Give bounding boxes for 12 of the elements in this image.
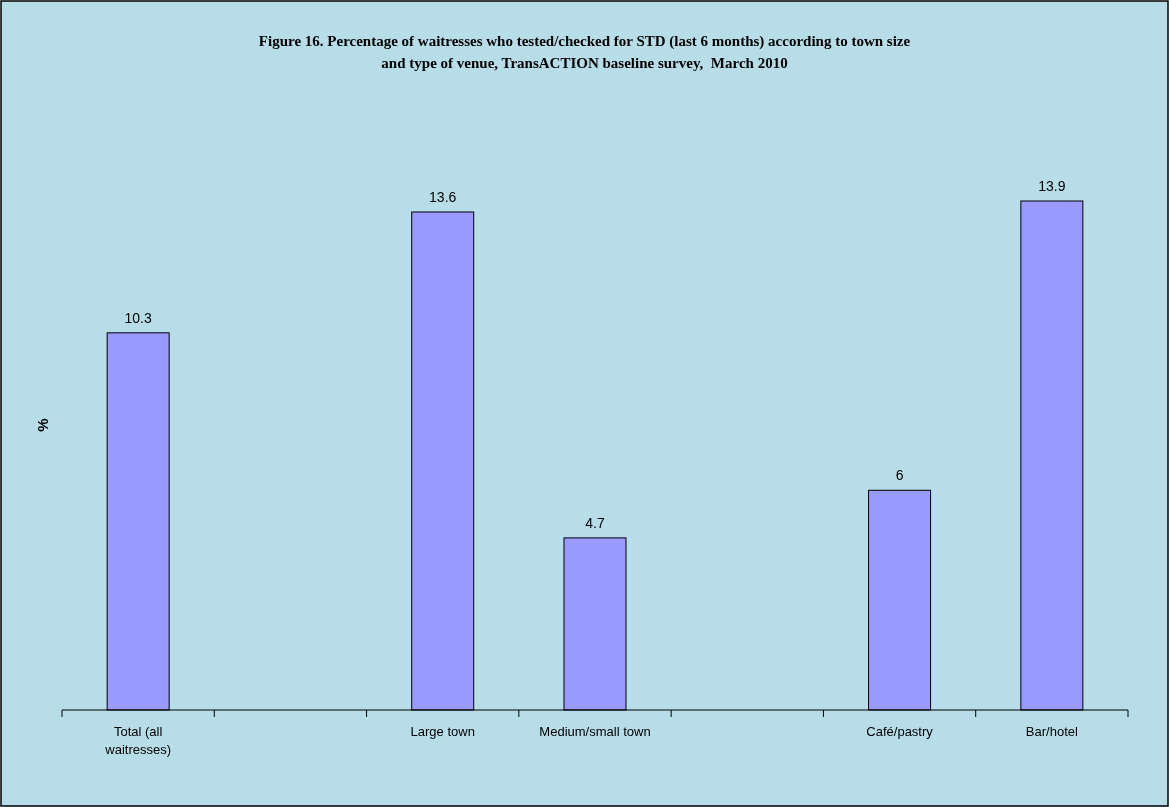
y-axis-title: % [34,418,51,432]
x-tick-label: Bar/hotel [1025,724,1078,739]
data-label: 6 [895,467,904,484]
chart-title: Figure 16. Percentage of waitresses who tested/checked for STD (last 6 months) according to town size and type of venue, TransACTION baseline survey, March 2010 [258,33,911,71]
data-label: 13.6 [429,188,457,205]
data-label: 10.3 [124,309,152,326]
x-tick-label: Café/pastry [866,724,934,739]
data-label: 4.7 [585,514,605,531]
data-label: 13.9 [1038,178,1066,194]
x-tick-label: Medium/small town [539,724,651,739]
x-tick-label: Large town [410,724,475,739]
x-tick-label: Total (all waitresses) [104,724,172,757]
